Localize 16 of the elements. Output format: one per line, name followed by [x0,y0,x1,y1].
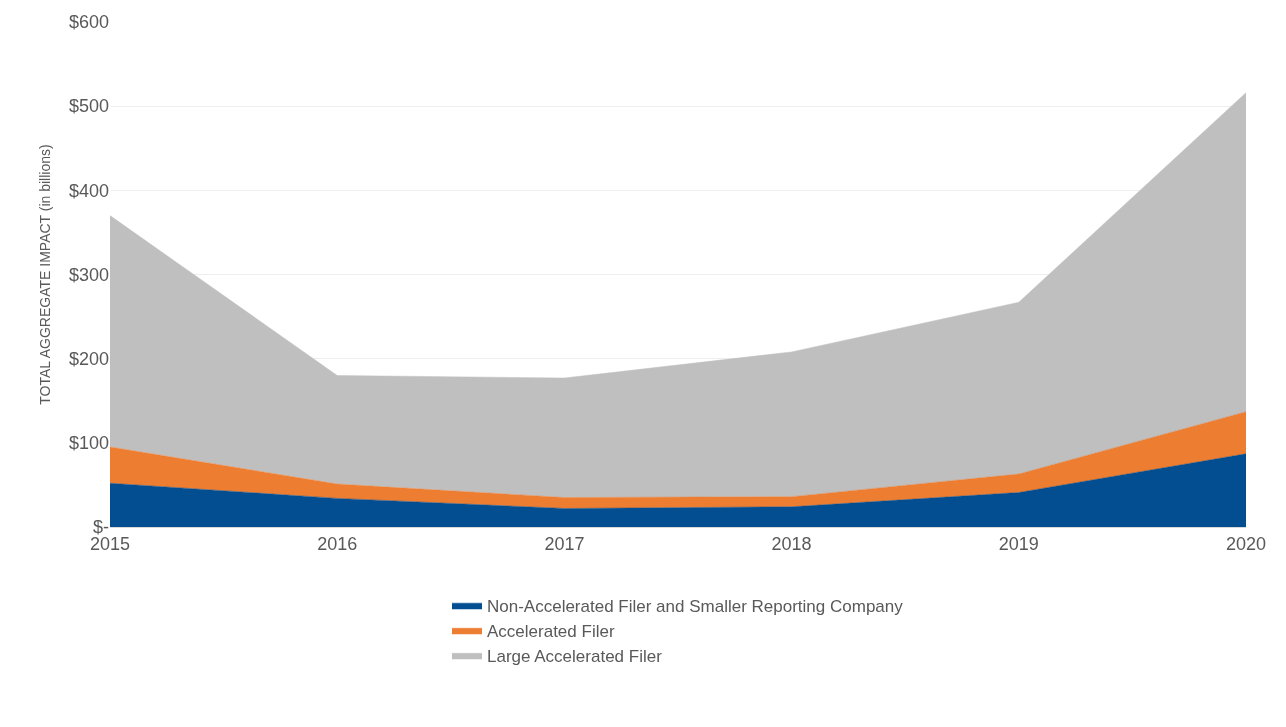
y-tick-label: $200 [68,348,109,369]
x-tick-label: 2016 [317,533,358,554]
legend-label: Non-Accelerated Filer and Smaller Reporting Company [487,596,904,616]
y-tick-label: $100 [68,433,109,454]
y-tick-label: $600 [68,12,109,33]
legend-label: Accelerated Filer [487,621,615,641]
y-tick-label: $- [92,517,109,538]
y-tick-label: $400 [68,180,109,201]
x-tick-label: 2018 [771,533,812,554]
legend-label: Large Accelerated Filer [487,646,663,666]
x-tick-label: 2019 [998,533,1039,554]
y-tick-label: $500 [68,96,109,117]
y-axis-title: TOTAL AGGREGATE IMPACT (in billions) [36,144,53,405]
x-tick-label: 2020 [1225,533,1267,554]
y-tick-label: $300 [68,264,109,285]
x-tick-label: 2017 [544,533,585,554]
